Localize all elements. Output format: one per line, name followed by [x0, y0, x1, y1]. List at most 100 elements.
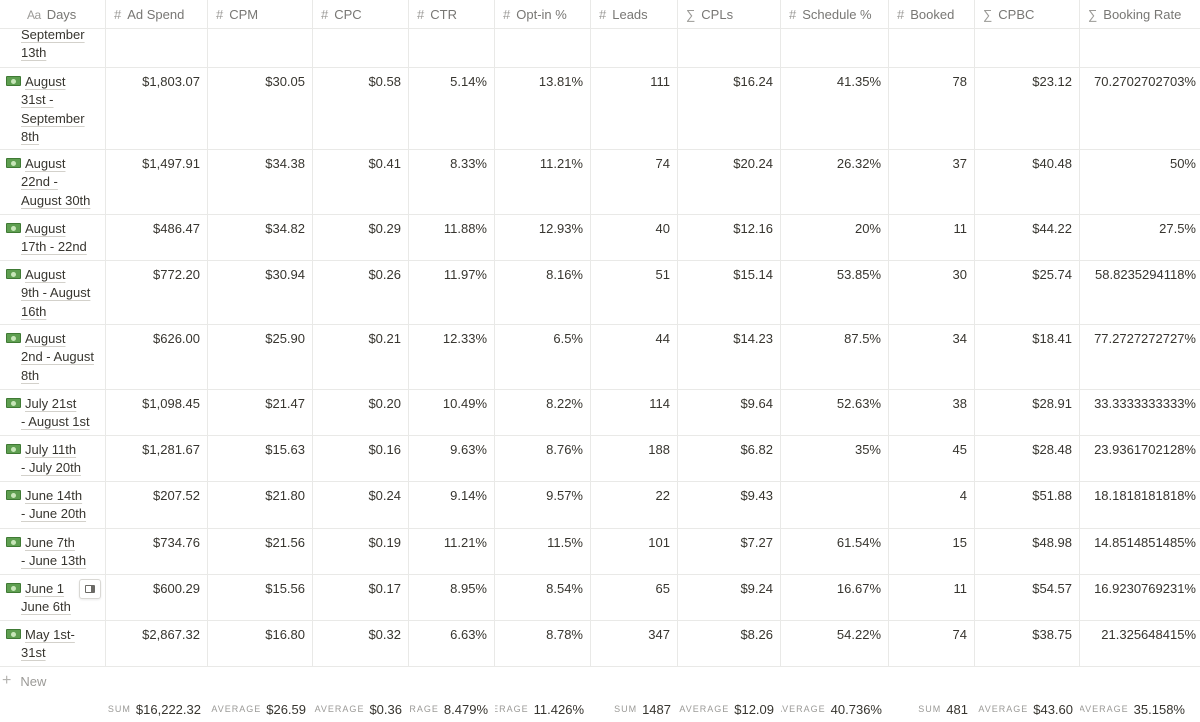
cell-schedule[interactable]: 16.67% — [781, 575, 889, 620]
cell-ad-spend[interactable]: $626.00 — [106, 325, 208, 389]
cell-cpc[interactable]: $0.21 — [313, 325, 409, 389]
cell-cpbc[interactable]: $28.91 — [975, 390, 1080, 435]
cell-cpm[interactable]: $25.90 — [208, 325, 313, 389]
cell-opt-in[interactable]: 8.54% — [495, 575, 591, 620]
cell-cpc[interactable]: $0.19 — [313, 529, 409, 574]
cell-leads[interactable]: 111 — [591, 68, 678, 149]
cell-booking-rate[interactable] — [1080, 29, 1200, 67]
cell-cpbc[interactable]: $44.22 — [975, 215, 1080, 260]
cell-cpm[interactable]: $34.38 — [208, 150, 313, 214]
cell-booking-rate[interactable]: 33.3333333333% — [1094, 396, 1196, 411]
cell-booked[interactable]: 30 — [889, 261, 975, 324]
column-header-days[interactable]: Aa Days — [0, 0, 106, 29]
cell-opt-in[interactable]: 8.76% — [495, 436, 591, 481]
row-title-cell[interactable]: August 9th - August 16th — [0, 261, 106, 324]
cell-schedule[interactable]: 35% — [781, 436, 889, 481]
cell-opt-in[interactable]: 6.5% — [495, 325, 591, 389]
footer-calc-cpls[interactable]: AVERAGE $12.09 — [678, 696, 781, 722]
cell-cpls[interactable]: $15.14 — [678, 261, 781, 324]
footer-calc-schedule[interactable]: AVERAGE 40.736% — [781, 696, 889, 722]
cell-ad-spend[interactable]: $734.76 — [106, 529, 208, 574]
cell-cpc[interactable]: $0.16 — [313, 436, 409, 481]
cell-ctr[interactable]: 11.88% — [409, 215, 495, 260]
cell-leads[interactable]: 65 — [591, 575, 678, 620]
cell-leads[interactable] — [591, 29, 678, 67]
cell-booking-rate[interactable]: 27.5% — [1159, 221, 1196, 236]
cell-cpls[interactable]: $6.82 — [678, 436, 781, 481]
cell-ctr[interactable]: 8.33% — [409, 150, 495, 214]
cell-ctr[interactable]: 5.14% — [409, 68, 495, 149]
cell-schedule[interactable]: 26.32% — [781, 150, 889, 214]
cell-ctr[interactable]: 9.14% — [409, 482, 495, 528]
cell-ad-spend[interactable]: $772.20 — [106, 261, 208, 324]
cell-booked[interactable]: 78 — [889, 68, 975, 149]
column-header-cpls[interactable]: ∑ CPLs — [678, 0, 781, 29]
cell-schedule[interactable] — [781, 29, 889, 67]
cell-schedule[interactable] — [781, 482, 889, 528]
footer-calc-booked[interactable]: SUM 481 — [889, 696, 975, 722]
cell-cpm[interactable]: $16.80 — [208, 621, 313, 666]
row-title-cell[interactable]: August 22nd - August 30th — [0, 150, 106, 214]
cell-schedule[interactable]: 41.35% — [781, 68, 889, 149]
cell-leads[interactable]: 347 — [591, 621, 678, 666]
row-title-cell[interactable]: June 7th - June 13th — [0, 529, 106, 574]
cell-cpc[interactable] — [313, 29, 409, 67]
footer-calc-cpm[interactable]: AVERAGE $26.59 — [208, 696, 313, 722]
column-header-booking-rate[interactable]: ∑ Booking Rate — [1080, 0, 1200, 29]
cell-ctr[interactable]: 11.97% — [409, 261, 495, 324]
cell-leads[interactable]: 44 — [591, 325, 678, 389]
open-page-button[interactable] — [79, 579, 101, 599]
column-header-ctr[interactable]: # CTR — [409, 0, 495, 29]
column-header-cpm[interactable]: # CPM — [208, 0, 313, 29]
cell-cpbc[interactable]: $54.57 — [975, 575, 1080, 620]
row-title-cell[interactable]: September 13th — [0, 26, 106, 67]
cell-cpbc[interactable]: $23.12 — [975, 68, 1080, 149]
cell-opt-in[interactable]: 11.5% — [495, 529, 591, 574]
cell-cpbc[interactable] — [975, 29, 1080, 67]
row-title-cell[interactable]: June 14th - June 20th — [0, 482, 106, 528]
row-title-cell[interactable]: August 2nd - August 8th — [0, 325, 106, 389]
cell-cpm[interactable]: $15.63 — [208, 436, 313, 481]
cell-cpc[interactable]: $0.17 — [313, 575, 409, 620]
cell-ad-spend[interactable]: $1,497.91 — [106, 150, 208, 214]
column-header-schedule[interactable]: # Schedule % — [781, 0, 889, 29]
cell-booking-rate[interactable]: 58.8235294118% — [1095, 267, 1196, 282]
column-header-booked[interactable]: # Booked — [889, 0, 975, 29]
cell-opt-in[interactable]: 8.78% — [495, 621, 591, 666]
footer-calc-ctr[interactable]: ERAGE 8.479% — [409, 696, 495, 722]
cell-cpls[interactable]: $20.24 — [678, 150, 781, 214]
cell-cpm[interactable]: $21.56 — [208, 529, 313, 574]
new-row-button[interactable]: + New — [0, 667, 1200, 695]
cell-booking-rate[interactable]: 16.9230769231% — [1094, 581, 1196, 596]
cell-leads[interactable]: 22 — [591, 482, 678, 528]
cell-opt-in[interactable]: 11.21% — [495, 150, 591, 214]
cell-cpm[interactable]: $21.80 — [208, 482, 313, 528]
column-header-leads[interactable]: # Leads — [591, 0, 678, 29]
cell-cpls[interactable]: $9.64 — [678, 390, 781, 435]
cell-ctr[interactable]: 6.63% — [409, 621, 495, 666]
cell-booking-rate[interactable]: 23.9361702128% — [1094, 442, 1196, 457]
cell-cpls[interactable] — [678, 29, 781, 67]
cell-ad-spend[interactable]: $1,098.45 — [106, 390, 208, 435]
cell-cpbc[interactable]: $51.88 — [975, 482, 1080, 528]
cell-schedule[interactable]: 53.85% — [781, 261, 889, 324]
cell-ad-spend[interactable]: $600.29 — [106, 575, 208, 620]
cell-opt-in[interactable] — [495, 29, 591, 67]
cell-booked[interactable]: 11 — [889, 215, 975, 260]
cell-cpbc[interactable]: $38.75 — [975, 621, 1080, 666]
cell-booked[interactable]: 74 — [889, 621, 975, 666]
row-title-cell[interactable]: June 1 June 6th — [0, 575, 106, 620]
cell-opt-in[interactable]: 13.81% — [495, 68, 591, 149]
cell-booked[interactable]: 11 — [889, 575, 975, 620]
cell-booked[interactable]: 34 — [889, 325, 975, 389]
cell-ad-spend[interactable]: $1,803.07 — [106, 68, 208, 149]
cell-opt-in[interactable]: 12.93% — [495, 215, 591, 260]
footer-calc-leads[interactable]: SUM 1487 — [591, 696, 678, 722]
row-title-cell[interactable]: July 21st - August 1st — [0, 390, 106, 435]
cell-cpm[interactable]: $30.94 — [208, 261, 313, 324]
cell-booked[interactable] — [889, 29, 975, 67]
cell-booked[interactable]: 37 — [889, 150, 975, 214]
column-header-cpbc[interactable]: ∑ CPBC — [975, 0, 1080, 29]
cell-schedule[interactable]: 87.5% — [781, 325, 889, 389]
cell-schedule[interactable]: 52.63% — [781, 390, 889, 435]
